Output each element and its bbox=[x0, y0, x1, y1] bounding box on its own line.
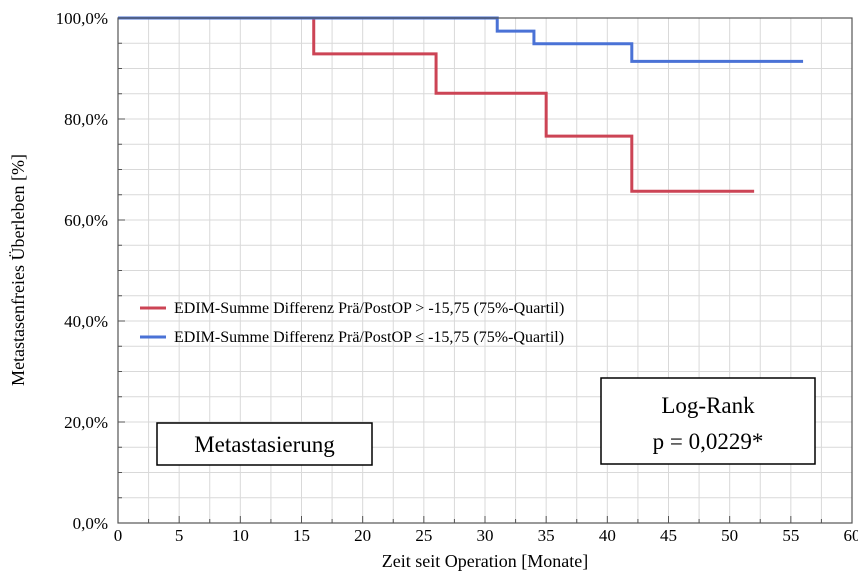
x-tick-label: 55 bbox=[782, 526, 799, 545]
metastasis-box: Metastasierung bbox=[156, 422, 373, 466]
x-tick-label: 25 bbox=[415, 526, 432, 545]
metastasis-box-frame bbox=[156, 422, 373, 466]
x-tick-label: 15 bbox=[293, 526, 310, 545]
legend: EDIM-Summe Differenz Prä/PostOP > -15,75… bbox=[140, 300, 564, 346]
logrank-box-frame bbox=[600, 377, 816, 465]
x-tick-label: 45 bbox=[660, 526, 677, 545]
x-tick-labels: 0 5 10 15 20 25 30 35 40 45 50 55 60 bbox=[114, 526, 858, 545]
series-line-red bbox=[118, 16, 755, 193]
x-tick-label: 50 bbox=[721, 526, 738, 545]
y-tick-label: 60,0% bbox=[64, 211, 108, 230]
plot-frame bbox=[117, 17, 853, 524]
y-tick-label: 80,0% bbox=[64, 110, 108, 129]
series-lines bbox=[118, 16, 804, 193]
y-tick-label: 40,0% bbox=[64, 312, 108, 331]
x-axis-label: Zeit seit Operation [Monate] bbox=[382, 551, 588, 571]
y-tick-labels: 0,0% 20,0% 40,0% 60,0% 80,0% 100,0% bbox=[56, 9, 108, 533]
x-tick-label: 5 bbox=[175, 526, 184, 545]
x-tick-label: 35 bbox=[538, 526, 555, 545]
legend-entry-blue: EDIM-Summe Differenz Prä/PostOP ≤ -15,75… bbox=[174, 329, 564, 346]
x-tick-label: 10 bbox=[232, 526, 249, 545]
x-tick-label: 30 bbox=[477, 526, 494, 545]
metastasis-box-text: Metastasierung bbox=[194, 432, 335, 457]
y-axis-label: Metastasenfreies Überleben [%] bbox=[8, 154, 28, 386]
x-tick-label: 40 bbox=[599, 526, 616, 545]
x-tick-label: 60 bbox=[844, 526, 858, 545]
y-tick-label: 20,0% bbox=[64, 413, 108, 432]
x-tick-label: 20 bbox=[354, 526, 371, 545]
logrank-title: Log-Rank bbox=[661, 393, 755, 418]
logrank-box: Log-Rank p = 0,0229* bbox=[600, 377, 816, 465]
logrank-p-value: p = 0,0229* bbox=[653, 429, 764, 454]
y-tick-label: 0,0% bbox=[73, 514, 108, 533]
y-tick-label: 100,0% bbox=[56, 9, 108, 28]
grid bbox=[118, 18, 852, 523]
x-tick-label: 0 bbox=[114, 526, 123, 545]
series-line-blue bbox=[118, 16, 804, 63]
legend-entry-red: EDIM-Summe Differenz Prä/PostOP > -15,75… bbox=[174, 300, 564, 317]
